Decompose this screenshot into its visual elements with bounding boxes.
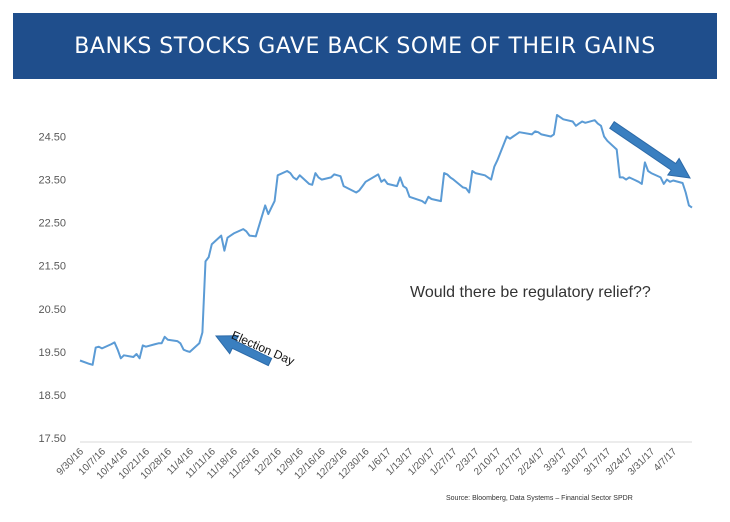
series-group [79,114,693,366]
y-tick-label: 18.50 [38,390,66,402]
y-tick-label: 19.50 [38,347,66,359]
y-tick-label: 24.50 [38,132,66,144]
y-tick-label: 22.50 [38,218,66,230]
election-day-arrow [214,335,273,367]
arrow-group [214,121,691,367]
y-tick-label: 20.50 [38,304,66,316]
decline-arrow [609,121,691,179]
chart-title: BANKS STOCKS GAVE BACK SOME OF THEIR GAI… [74,33,656,59]
x-tick-label: 4/7/17 [652,446,680,474]
y-tick-label: 17.50 [38,433,66,445]
y-tick-label: 21.50 [38,261,66,273]
y-axis: 17.50 18.50 19.50 20.50 21.50 22.50 23.50 24.50 [38,132,66,445]
x-axis: 9/30/1610/7/1610/14/1610/21/1610/28/1611… [55,441,692,482]
source-note: Source: Bloomberg, Data Systems – Financ… [446,495,633,502]
price-series-line [79,114,693,366]
title-banner: BANKS STOCKS GAVE BACK SOME OF THEIR GAI… [13,13,717,79]
regulatory-relief-annotation: Would there be regulatory relief?? [410,284,651,301]
y-tick-label: 23.50 [38,175,66,187]
